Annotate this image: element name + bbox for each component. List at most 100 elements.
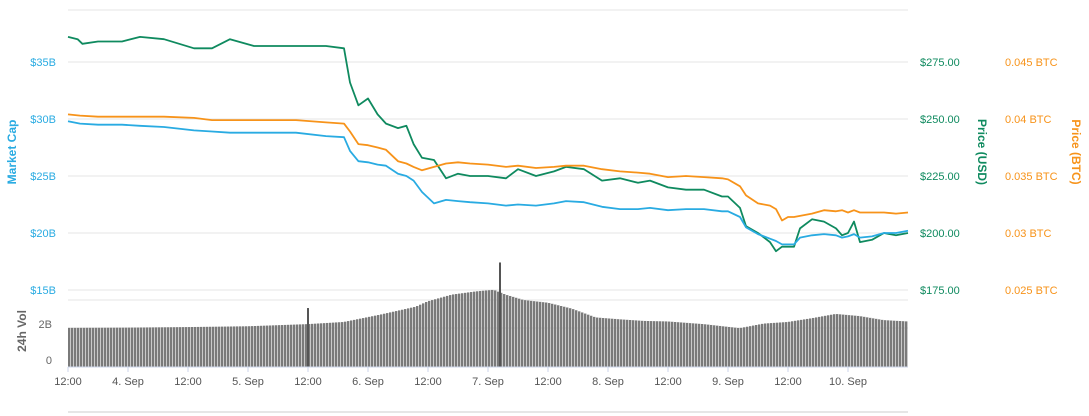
volume-bar xyxy=(815,317,818,367)
volume-bar xyxy=(341,322,344,367)
volume-bar xyxy=(884,320,887,367)
volume-bar xyxy=(731,327,734,367)
volume-bar xyxy=(143,327,146,367)
volume-bar xyxy=(587,314,590,367)
volume-bar xyxy=(347,321,350,367)
price-usd-tick-labels: $275.00 $250.00 $225.00 $200.00 $175.00 xyxy=(920,57,960,297)
volume-bar xyxy=(83,327,86,367)
volume-bar xyxy=(155,327,158,367)
volume-bar xyxy=(203,326,206,367)
volume-bar xyxy=(449,295,452,367)
volume-bar xyxy=(656,321,659,367)
volume-bar xyxy=(767,323,770,367)
volume-bar xyxy=(386,313,389,367)
x-tick-label: 4. Sep xyxy=(112,376,144,388)
volume-bar xyxy=(488,290,491,367)
volume-bar xyxy=(896,320,899,367)
volume-bar xyxy=(692,323,695,367)
volume-bar xyxy=(854,315,857,367)
volume-bar xyxy=(194,326,197,367)
tick-label: $175.00 xyxy=(920,285,960,297)
volume-bar xyxy=(773,322,776,367)
tick-label: 0.035 BTC xyxy=(1005,171,1058,183)
volume-bar xyxy=(863,316,866,367)
volume-bar xyxy=(677,322,680,367)
x-tick-label: 12:00 xyxy=(294,376,322,388)
volume-bar xyxy=(833,314,836,367)
volume-bar xyxy=(389,312,392,367)
volume-bar xyxy=(887,320,890,367)
volume-bar xyxy=(467,292,470,367)
volume-bar xyxy=(803,319,806,367)
volume-bar xyxy=(242,326,245,367)
volume-bar xyxy=(206,326,209,367)
navigator-track[interactable] xyxy=(68,411,908,413)
tick-label: 0.04 BTC xyxy=(1005,114,1052,126)
volume-bar xyxy=(407,308,410,368)
volume-bar xyxy=(695,323,698,367)
volume-bar xyxy=(545,302,548,367)
volume-bar xyxy=(893,320,896,367)
volume-bar xyxy=(113,327,116,367)
volume-bar xyxy=(119,327,122,367)
volume-bar xyxy=(563,306,566,367)
volume-bar xyxy=(527,300,530,367)
volume-bar xyxy=(395,311,398,367)
volume-bar xyxy=(335,322,338,367)
volume-bar xyxy=(878,319,881,367)
volume-bar xyxy=(428,300,431,367)
volume-bar xyxy=(503,294,506,367)
tick-label: $20B xyxy=(30,228,56,240)
volume-bar xyxy=(254,326,257,367)
volume-bar xyxy=(230,326,233,367)
volume-bar xyxy=(215,326,218,367)
volume-bar xyxy=(419,304,422,367)
volume-bar xyxy=(302,324,305,367)
tick-label: 0 xyxy=(46,355,52,367)
volume-bar xyxy=(743,327,746,367)
volume-bar xyxy=(305,324,308,367)
volume-bar xyxy=(458,293,461,367)
volume-bar xyxy=(683,322,686,367)
volume-bar xyxy=(482,290,485,367)
market-cap-tick-labels: $35B $30B $25B $20B $15B xyxy=(30,57,56,297)
volume-bar xyxy=(746,326,749,367)
x-tick-label: 10. Sep xyxy=(829,376,867,388)
volume-bar xyxy=(368,316,371,367)
volume-bar xyxy=(539,301,542,367)
volume-bar xyxy=(881,319,884,367)
volume-bar xyxy=(410,307,413,367)
volume-bar xyxy=(776,322,779,367)
volume-bar xyxy=(701,324,704,367)
volume-bar xyxy=(107,327,110,367)
volume-bar xyxy=(332,322,335,367)
volume-bar xyxy=(353,319,356,367)
volume-bar xyxy=(293,324,296,367)
price-usd-axis-title: Price (USD) xyxy=(975,119,989,185)
volume-bar xyxy=(86,327,89,367)
volume-bar xyxy=(170,327,173,367)
volume-bar xyxy=(668,321,671,367)
tick-label: $30B xyxy=(30,114,56,126)
volume-bar xyxy=(221,326,224,367)
volume-bar xyxy=(266,325,269,367)
volume-bar xyxy=(299,324,302,367)
volume-bar xyxy=(248,326,251,367)
volume-bar xyxy=(452,294,455,367)
volume-bar xyxy=(674,322,677,367)
volume-bar xyxy=(164,327,167,367)
volume-bar xyxy=(167,327,170,367)
volume-bar xyxy=(434,299,437,367)
volume-bar xyxy=(212,326,215,367)
volume-bar xyxy=(851,315,854,367)
volume-bar xyxy=(173,327,176,367)
volume-bar xyxy=(641,320,644,367)
volume-bar xyxy=(860,316,863,367)
volume-bar xyxy=(485,290,488,367)
volume-bar xyxy=(800,319,803,367)
volume-bar xyxy=(350,320,353,367)
volume-bar xyxy=(830,314,833,367)
volume-bar xyxy=(605,318,608,367)
volume-bar xyxy=(497,291,500,368)
volume-bar xyxy=(383,313,386,367)
